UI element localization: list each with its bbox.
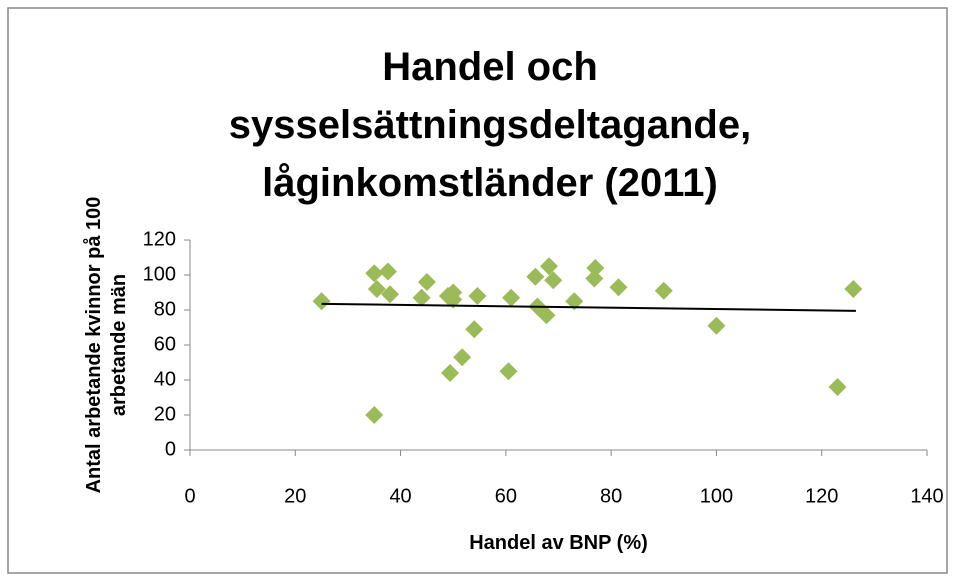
chart-title: Handel och sysselsättningsdeltagande, lå… xyxy=(228,45,752,205)
x-tick-label: 0 xyxy=(184,485,195,507)
point xyxy=(444,290,463,309)
x-tick-label: 20 xyxy=(284,485,306,507)
x-tick-label: 80 xyxy=(600,485,622,507)
point xyxy=(544,271,563,290)
y-axis-label: Antal arbetande kvinnor på 100 arbetande… xyxy=(83,196,130,494)
y-tick-label: 120 xyxy=(143,228,176,250)
point xyxy=(312,292,331,311)
point xyxy=(381,285,400,304)
point xyxy=(412,288,431,307)
y-tick-label: 20 xyxy=(154,403,176,425)
point xyxy=(365,264,384,283)
point xyxy=(365,406,384,424)
point xyxy=(468,287,487,305)
point xyxy=(378,262,397,281)
point xyxy=(537,306,556,325)
point xyxy=(367,280,386,298)
point xyxy=(844,280,863,298)
point xyxy=(499,362,518,381)
point xyxy=(585,269,604,288)
x-tick-label: 40 xyxy=(389,485,411,507)
point xyxy=(586,259,605,277)
y-tick-label: 100 xyxy=(143,263,176,285)
y-tick-label: 60 xyxy=(154,333,176,355)
point xyxy=(565,292,584,311)
point xyxy=(453,348,472,367)
x-tick-label: 60 xyxy=(495,485,517,507)
y-tick-label: 80 xyxy=(154,298,176,320)
point xyxy=(828,378,847,396)
x-axis-label: Handel av BNP (%) xyxy=(469,532,648,554)
trendline xyxy=(321,302,856,312)
x-tick-label: 100 xyxy=(700,485,733,507)
point xyxy=(502,288,521,307)
point xyxy=(654,281,673,300)
x-tick-label: 120 xyxy=(805,485,838,507)
y-tick-label: 40 xyxy=(154,368,176,390)
point xyxy=(526,267,545,286)
point xyxy=(465,320,484,339)
point xyxy=(417,273,436,291)
y-tick-label: 0 xyxy=(165,438,176,460)
point xyxy=(609,278,628,297)
point xyxy=(441,364,460,382)
point xyxy=(540,257,559,276)
point xyxy=(707,316,726,335)
x-tick-label: 140 xyxy=(910,485,943,507)
